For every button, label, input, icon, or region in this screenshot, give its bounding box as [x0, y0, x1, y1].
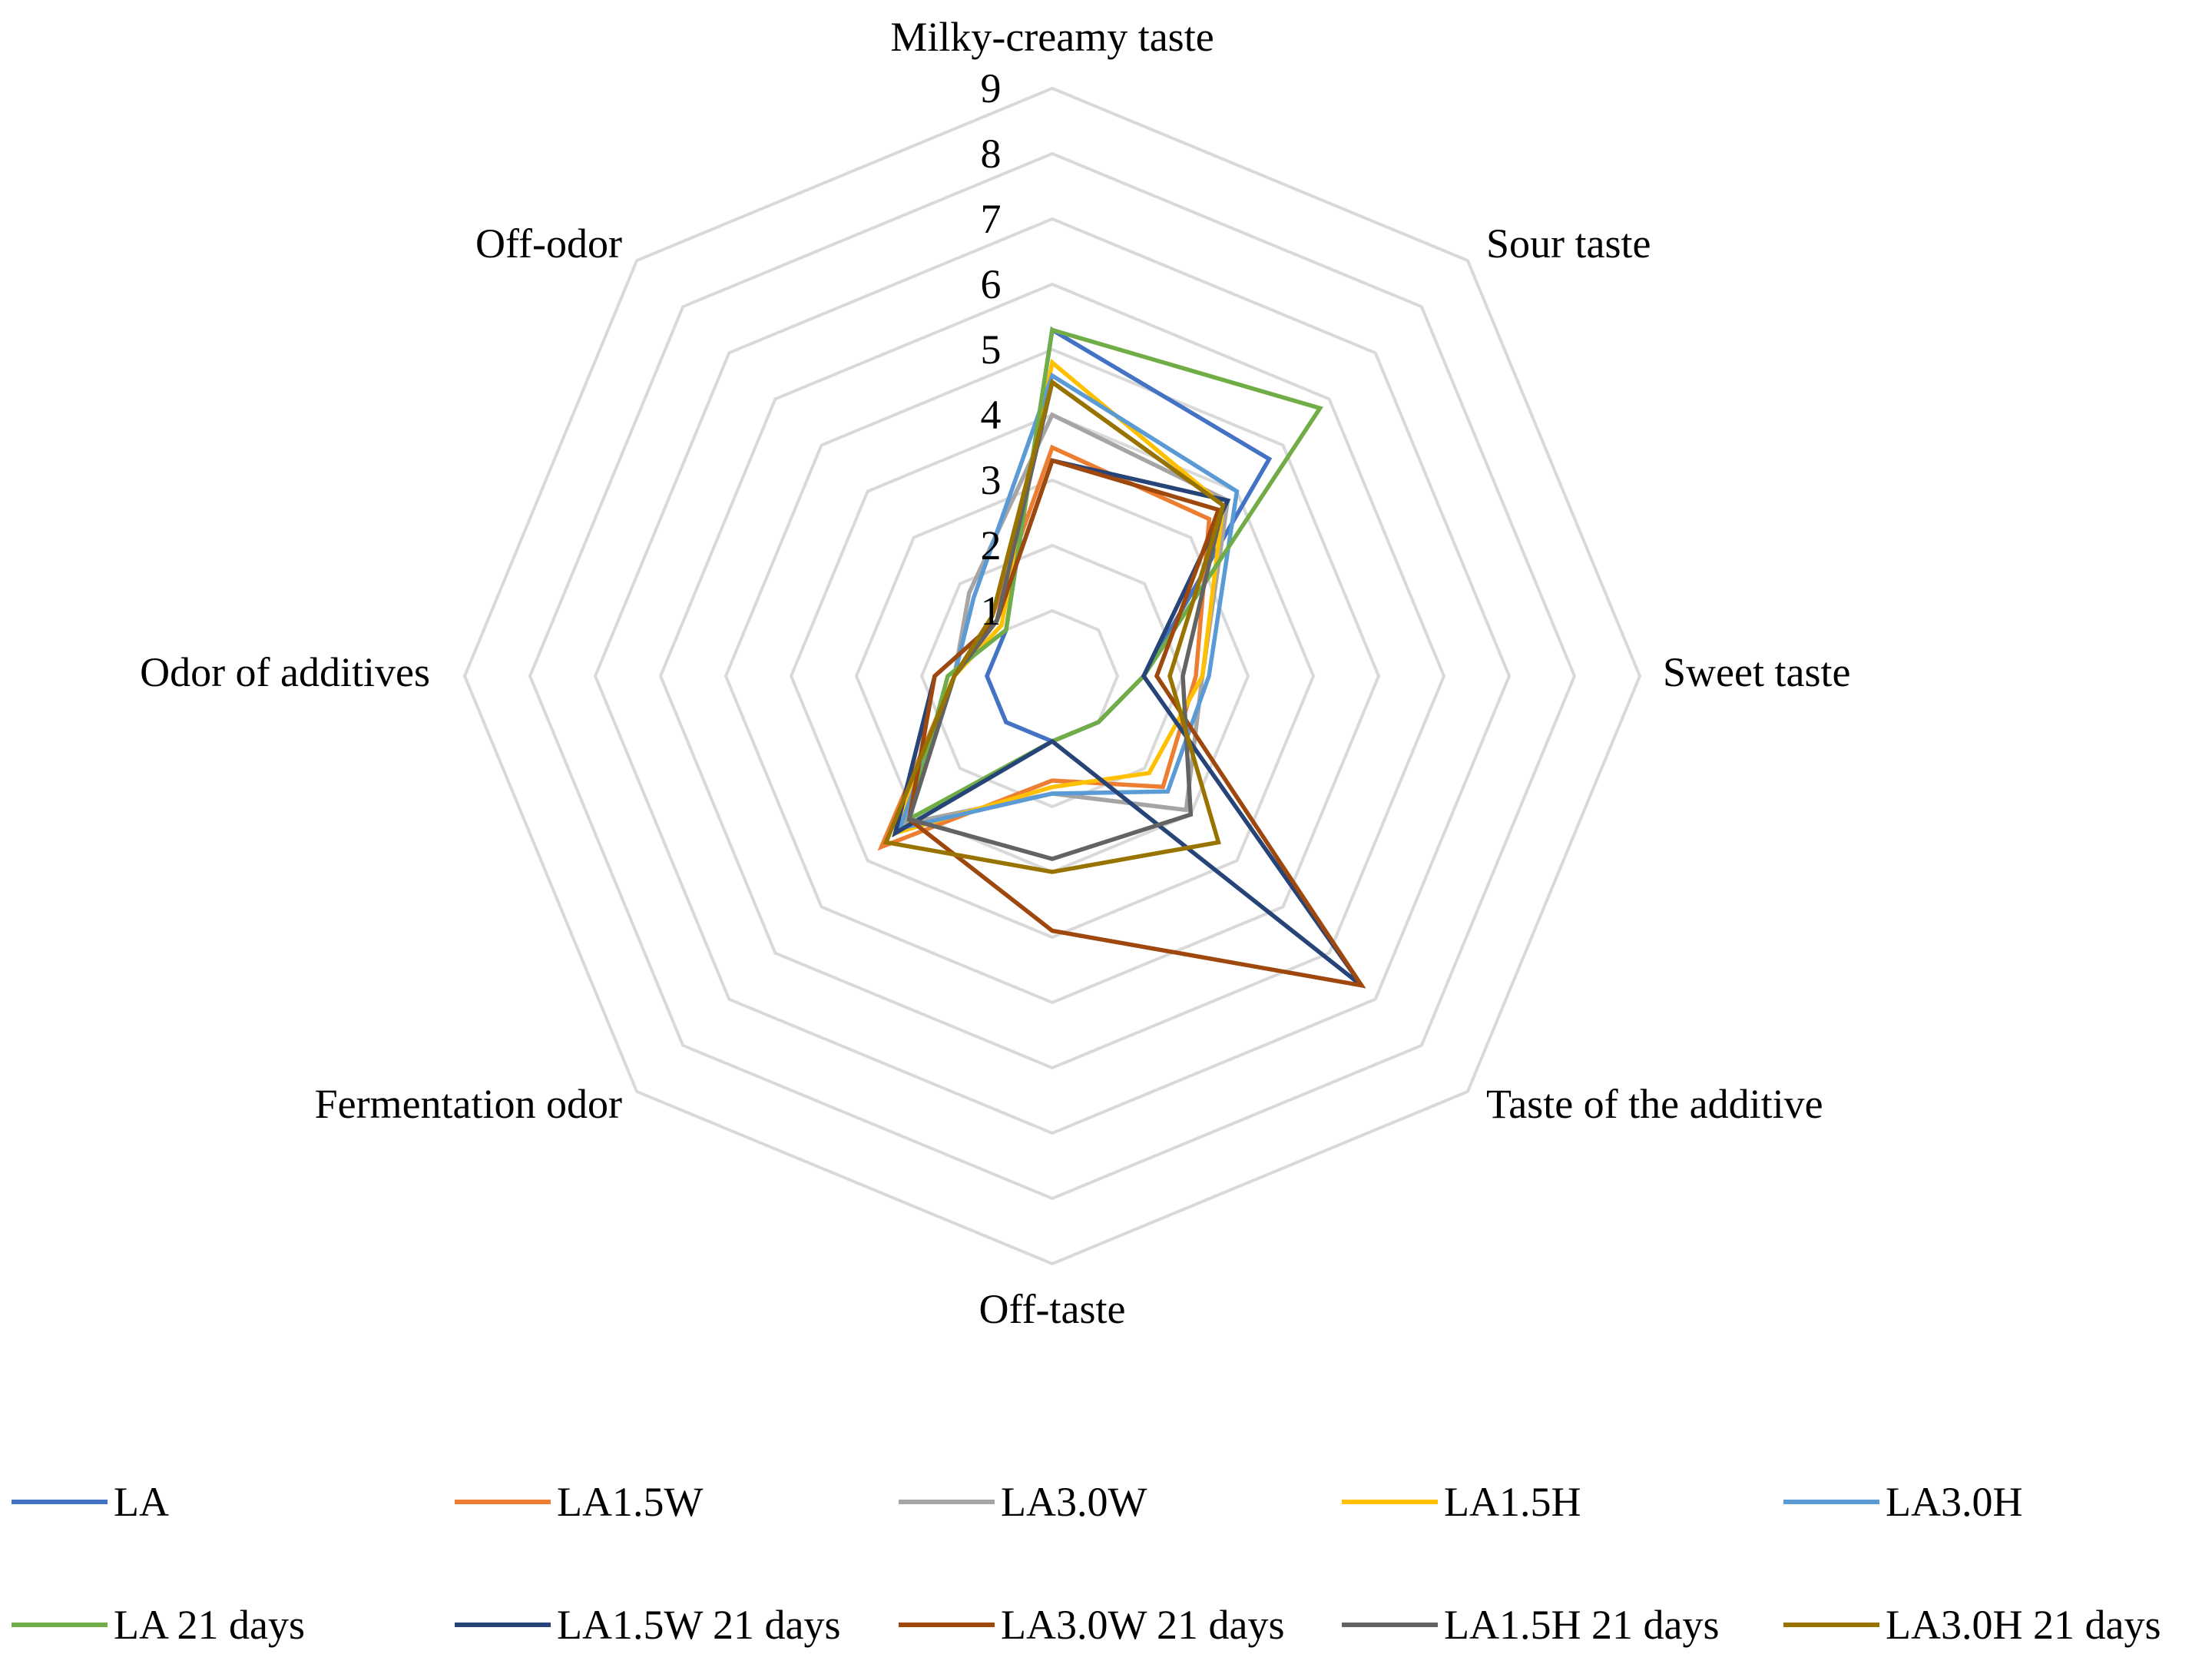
axis-label-odor-of-additives: Odor of additives: [140, 649, 430, 695]
legend-label-la1-5h-21-days: LA1.5H 21 days: [1444, 1602, 1719, 1648]
series-line-la-21-days: [906, 327, 1323, 824]
tick-label-5: 5: [981, 327, 1002, 373]
legend-label-la-21-days: LA 21 days: [114, 1602, 305, 1648]
legend-label-la3-0h-21-days: LA3.0H 21 days: [1886, 1602, 2161, 1648]
series-line-la1-5h: [892, 358, 1226, 837]
legend: LA LA1.5W LA3.0W LA1.5H LA3.0H LA 21 days LA1.…: [12, 1479, 2161, 1648]
legend-label-la3-0w: LA3.0W: [1001, 1479, 1147, 1525]
grid-ring-6: [658, 282, 1446, 1070]
grid-ring-2: [919, 543, 1185, 809]
series-line-la3-0h: [896, 372, 1240, 832]
tick-label-8: 8: [981, 131, 1002, 177]
series-line-la3-0h-21-days: [882, 378, 1226, 874]
axis-label-taste-of-the-additive: Taste of the additive: [1486, 1081, 1823, 1127]
axis-label-sour-taste: Sour taste: [1486, 220, 1651, 267]
series-line-la1-5h-21-days: [906, 378, 1226, 861]
tick-label-3: 3: [981, 457, 1002, 503]
tick-label-6: 6: [981, 261, 1002, 307]
radial-tick-labels: 1 2 3 4 5 6 7 8 9: [981, 65, 1002, 634]
grid-ring-4: [789, 413, 1316, 940]
grid-ring-8: [528, 151, 1577, 1201]
tick-label-9: 9: [981, 65, 1002, 111]
axis-label-milky-creamy-taste: Milky-creamy taste: [890, 14, 1214, 60]
grid-ring-5: [724, 347, 1381, 1005]
axis-label-fermentation-odor: Fermentation odor: [315, 1081, 622, 1127]
tick-label-7: 7: [981, 196, 1002, 242]
legend-label-la3-0w-21-days: LA3.0W 21 days: [1001, 1602, 1284, 1648]
axis-label-off-odor: Off-odor: [475, 220, 622, 267]
grid-ring-9: [462, 86, 1642, 1266]
legend-label-la1-5w-21-days: LA1.5W 21 days: [557, 1602, 840, 1648]
grid-ring-7: [593, 217, 1512, 1135]
legend-label-la3-0h: LA3.0H: [1886, 1479, 2022, 1525]
tick-label-4: 4: [981, 392, 1002, 438]
axis-label-off-taste: Off-taste: [979, 1286, 1126, 1332]
radar-series: [877, 327, 1366, 989]
axis-label-sweet-taste: Sweet taste: [1663, 649, 1850, 695]
tick-label-2: 2: [981, 522, 1002, 568]
axis-labels: Milky-creamy taste Sour taste Sweet taste T…: [140, 14, 1850, 1332]
legend-label-la: LA: [114, 1479, 169, 1525]
radar-grid: [462, 86, 1642, 1266]
tick-label-1: 1: [981, 588, 1002, 634]
legend-label-la1-5h: LA1.5H: [1444, 1479, 1581, 1525]
legend-label-la1-5w: LA1.5W: [557, 1479, 703, 1525]
series-line-la: [985, 327, 1273, 744]
